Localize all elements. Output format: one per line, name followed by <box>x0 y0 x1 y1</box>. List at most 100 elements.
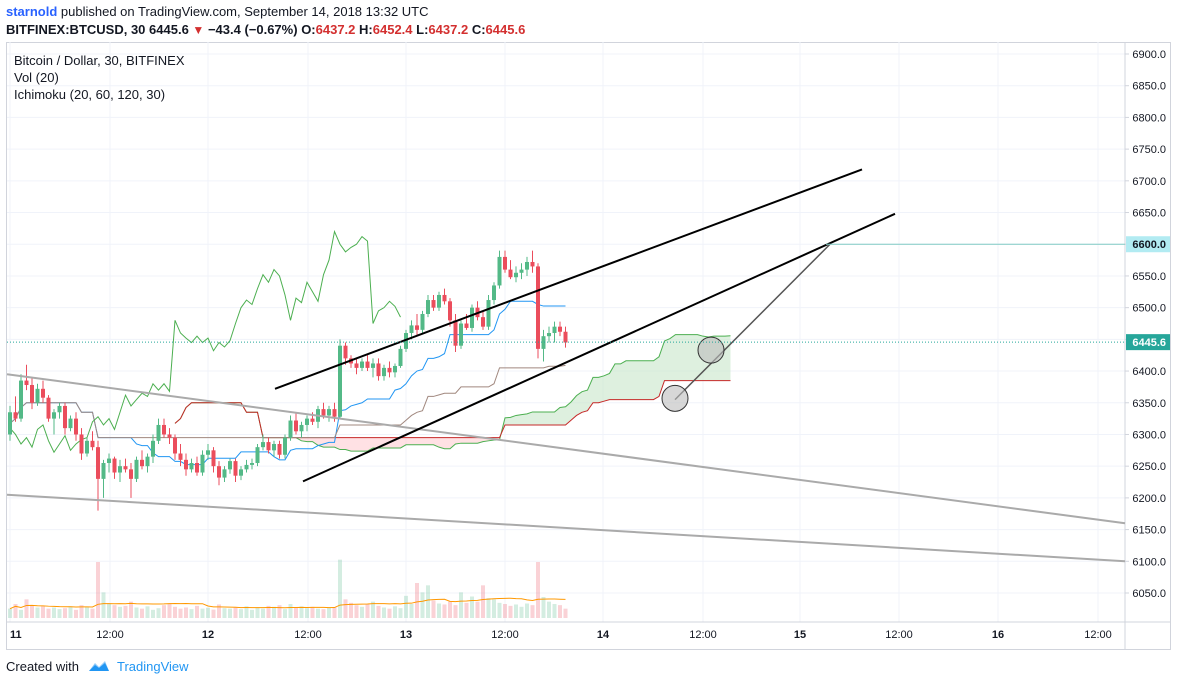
tradingview-logo[interactable]: TradingView <box>87 659 189 674</box>
author-link[interactable]: starnold <box>6 4 58 19</box>
candle-body <box>228 461 232 470</box>
volume-bar <box>244 606 249 618</box>
candle-body <box>101 463 106 479</box>
ichimoku-cloud-segment <box>648 360 654 400</box>
volume-bar <box>145 606 150 618</box>
volume-bar <box>541 597 546 618</box>
candle-body <box>398 348 403 366</box>
ichimoku-cloud-segment <box>664 338 670 381</box>
ichimoku-cloud-segment <box>455 437 461 444</box>
y-tick-label: 6550.0 <box>1132 271 1166 283</box>
volume-bar <box>24 599 29 618</box>
candle-body <box>310 418 315 422</box>
low-value: 6437.2 <box>428 22 469 37</box>
volume-bar <box>266 605 271 618</box>
candle-body <box>387 367 392 373</box>
candle-body <box>503 256 507 270</box>
volume-bar <box>470 596 474 618</box>
volume-bar <box>277 605 282 618</box>
ichimoku-cloud-segment <box>554 407 560 425</box>
volume-bar <box>156 608 161 618</box>
volume-bar <box>382 607 386 618</box>
chart-legend: Bitcoin / Dollar, 30, BITFINEX Vol (20) … <box>14 52 185 103</box>
volume-bar <box>536 562 540 618</box>
ichimoku-cloud-segment <box>527 411 533 425</box>
candle-body <box>140 459 144 467</box>
candle-body <box>288 420 293 438</box>
channel-lower-line <box>302 212 896 483</box>
candle-body <box>200 454 205 473</box>
ichimoku-cloud-segment <box>422 437 428 445</box>
volume-bar <box>96 562 100 618</box>
volume-bar <box>563 608 568 618</box>
volume-bar <box>305 608 309 618</box>
x-tick-label: 12:00 <box>491 629 519 641</box>
candle-body <box>52 412 56 419</box>
candle-body <box>222 469 227 478</box>
volume-bar <box>349 602 353 618</box>
candle-body <box>464 323 469 328</box>
candle-body <box>255 447 260 464</box>
candle-body <box>376 363 381 377</box>
candle-body <box>547 333 551 337</box>
x-tick-label: 11 <box>10 629 22 641</box>
x-tick-label: 15 <box>794 629 806 641</box>
candle-body <box>415 325 419 330</box>
candle-body <box>173 437 177 454</box>
candle-body <box>24 380 29 386</box>
legend-volume: Vol (20) <box>14 70 59 85</box>
candle-body <box>8 412 12 435</box>
candle-body <box>178 453 183 460</box>
volume-bar <box>525 603 529 618</box>
candle-body <box>162 424 166 435</box>
volume-bar <box>481 585 485 618</box>
y-tick-label: 6350.0 <box>1132 398 1166 410</box>
volume-bar <box>68 606 73 618</box>
volume-bar <box>398 608 403 618</box>
candle-body <box>90 440 95 448</box>
y-tick-label: 6200.0 <box>1132 493 1166 505</box>
volume-bar <box>79 605 84 618</box>
volume-bar <box>486 598 491 618</box>
x-tick-label: 12:00 <box>294 629 322 641</box>
candle-body <box>46 397 51 419</box>
y-tick-label: 6700.0 <box>1132 176 1166 188</box>
legend-ichimoku: Ichimoku (20, 60, 120, 30) <box>14 87 166 102</box>
volume-bar <box>453 605 458 618</box>
volume-bar <box>437 603 441 618</box>
volume-bar <box>558 605 562 618</box>
volume-bar <box>195 605 199 618</box>
chart-frame <box>6 42 1171 650</box>
volume-bar <box>420 592 425 618</box>
ichimoku-cloud-segment <box>466 437 472 444</box>
x-tick-label: 12:00 <box>689 629 717 641</box>
target-price-label-box <box>1126 236 1170 253</box>
volume-bar <box>118 606 122 618</box>
candle-body <box>563 331 568 343</box>
candle-body <box>409 325 414 334</box>
volume-bar <box>261 608 265 618</box>
candle-body <box>338 345 342 417</box>
last-price-label-box <box>1126 334 1170 351</box>
ichimoku-cloud-segment <box>609 363 615 400</box>
candle-body <box>217 466 221 478</box>
candle-body <box>266 442 271 451</box>
ichimoku-cloud-segment <box>725 335 731 381</box>
ichimoku-cloud-segment <box>450 437 456 449</box>
volume-bar <box>426 585 430 618</box>
candle-body <box>13 412 18 419</box>
candle-body <box>63 405 67 429</box>
volume-bar <box>167 604 172 618</box>
last-price-label: 6445.6 <box>1132 337 1166 349</box>
volume-bar <box>8 608 12 618</box>
volume-bar <box>239 609 243 618</box>
volume-bar <box>85 606 89 618</box>
ichimoku-cloud-segment <box>549 411 555 425</box>
volume-bar <box>151 609 155 618</box>
y-tick-label: 6750.0 <box>1132 144 1166 156</box>
volume-bar <box>63 608 67 618</box>
volume-bar <box>310 606 315 618</box>
volume-bar <box>338 559 342 618</box>
ichimoku-cloud-segment <box>576 391 582 416</box>
